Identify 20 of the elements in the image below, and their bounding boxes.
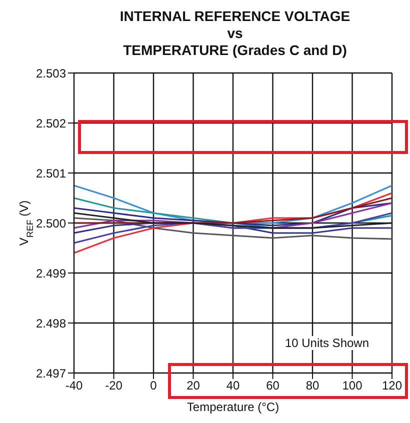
annotation: 10 Units Shown [282, 336, 372, 350]
y-tick-label: 2.501 [36, 166, 66, 180]
x-tick-label: 20 [186, 378, 200, 393]
x-tick-label: 0 [150, 378, 158, 393]
x-tick-label: -20 [105, 378, 123, 393]
chart-subtitle: vs TEMPERATURE (Grades C and D) [122, 25, 348, 59]
y-tick-label: 2.502 [36, 116, 66, 130]
y-tick-label: 2.500 [36, 216, 66, 230]
y-tick-label: 2.503 [36, 66, 66, 80]
x-axis-title: Temperature (°C) [186, 400, 280, 414]
chart-title: INTERNAL REFERENCE VOLTAGE [118, 8, 352, 25]
x-tick-label: 40 [226, 378, 240, 393]
x-tick-label: 100 [342, 378, 363, 393]
x-tick-label: 80 [306, 378, 320, 393]
x-tick-label: 120 [382, 378, 402, 393]
x-tick-label: 60 [266, 378, 280, 393]
y-tick-label: 2.499 [36, 266, 66, 280]
y-tick-label: 2.498 [36, 316, 66, 330]
y-tick-label: 2.497 [36, 366, 66, 380]
x-tick-label: -40 [65, 378, 83, 393]
